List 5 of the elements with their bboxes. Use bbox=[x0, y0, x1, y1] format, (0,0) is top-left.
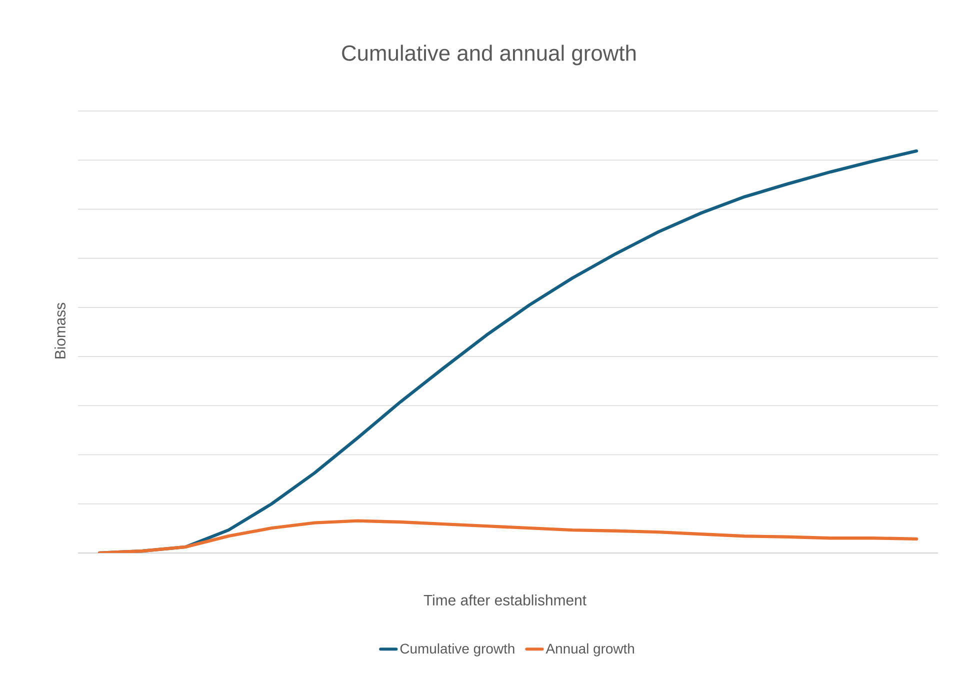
chart-title: Cumulative and annual growth bbox=[342, 44, 636, 66]
x-axis-title: Time after establishment bbox=[424, 594, 586, 606]
legend-label: Cumulative growth bbox=[400, 643, 514, 656]
legend-label: Annual growth bbox=[546, 643, 634, 656]
y-axis-title: Biomass bbox=[54, 302, 66, 358]
